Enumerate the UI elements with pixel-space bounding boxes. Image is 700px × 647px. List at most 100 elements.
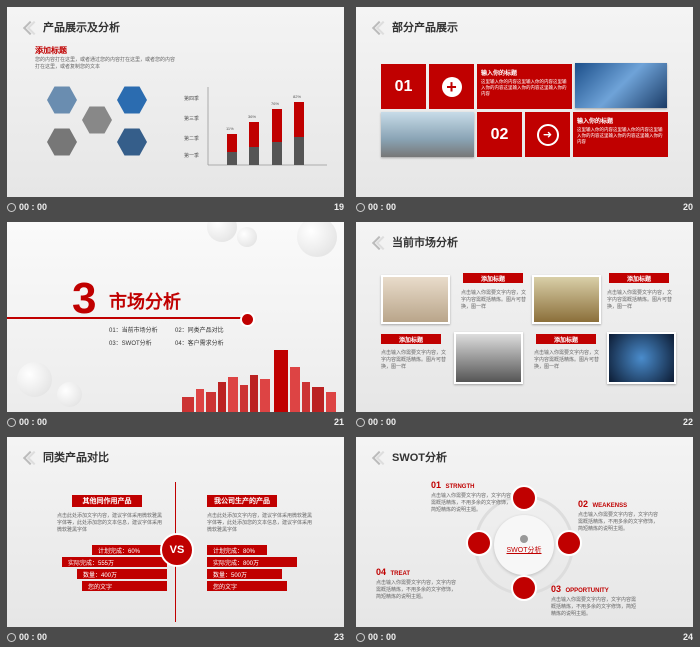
slide-22[interactable]: 当前市场分析 添加标题 点击输入你需要文字内容，文字内容需概括精炼。图片可替换，… bbox=[356, 222, 693, 412]
clock-icon bbox=[356, 632, 365, 642]
time-text: 00 : 00 bbox=[19, 202, 48, 212]
add-title-tag: 添加标题 bbox=[609, 273, 669, 283]
photo-chess bbox=[532, 275, 601, 324]
page-number: 24 bbox=[682, 632, 693, 642]
bar bbox=[249, 122, 259, 147]
slide-20[interactable]: 部分产品展示 01 + 输入你的标题 这里输入你的内容这里输入你的内容这里输入你… bbox=[356, 7, 693, 197]
bar bbox=[249, 147, 259, 165]
agenda-item[interactable]: 03：SWOT分析 bbox=[109, 341, 152, 347]
chevron-icon bbox=[370, 20, 384, 34]
box-desc: 这里输入你的内容这里输入你的内容这里输入你的内容这里输入你的内容这里输入你的内容 bbox=[481, 79, 567, 96]
chevron-icon bbox=[21, 20, 35, 34]
agenda-list: 01：当前市场分析 02：同类产品对比 03：SWOT分析 04：客户需求分析 bbox=[109, 325, 241, 347]
section-title: 市场分析 bbox=[109, 292, 181, 312]
threat-number: 04 bbox=[376, 567, 387, 577]
title-text: 同类产品对比 bbox=[43, 452, 109, 464]
opportunity-block: 03 OPPORTUNITY 点击输入你需要文字内容，文字内容需概括精炼，不用多… bbox=[551, 579, 636, 618]
add-title-tag: 添加标题 bbox=[381, 334, 441, 344]
bar bbox=[272, 142, 282, 165]
agenda-item[interactable]: 01：当前市场分析 bbox=[109, 328, 158, 334]
title-text: 部分产品展示 bbox=[392, 22, 458, 34]
swot-center: SWOT分析 bbox=[494, 515, 554, 575]
box-02: 02 bbox=[477, 112, 522, 157]
page-number: 19 bbox=[333, 202, 344, 212]
opportunity-label: OPPORTUNITY bbox=[565, 588, 609, 594]
axis-label: 第二季 bbox=[184, 135, 199, 142]
bar bbox=[294, 137, 304, 165]
page-number: 22 bbox=[682, 417, 693, 427]
bar bbox=[272, 109, 282, 142]
page-number: 23 bbox=[333, 632, 344, 642]
title-text: SWOT分析 bbox=[392, 452, 447, 464]
description: 您的内容打在这里，或者通过您的内容打在这里，或者您的内容打在这里，或者复制您的文… bbox=[35, 57, 176, 70]
slide-title: 同类产品对比 bbox=[21, 449, 109, 465]
person-icon bbox=[520, 535, 528, 543]
clock-icon bbox=[7, 202, 16, 212]
line-dot bbox=[240, 312, 255, 327]
threat-label: TREAT bbox=[390, 571, 411, 577]
weakness-label: WEAKENSS bbox=[592, 503, 628, 509]
page-number: 21 bbox=[333, 417, 344, 427]
svg-text:36%: 36% bbox=[248, 114, 256, 119]
box-desc: 这里输入你的内容这里输入你的内容这里输入你的内容这里输入你的内容这里输入你的内容 bbox=[577, 127, 663, 144]
slide-23[interactable]: 同类产品对比 其他同作用产品 点击此处添加文字内容，建议字体采用微软雅黑字体等，… bbox=[7, 437, 344, 627]
photo-city bbox=[381, 112, 474, 157]
footer-22: 00 : 00 22 bbox=[356, 414, 693, 430]
photo-hex bbox=[82, 106, 112, 134]
bar bbox=[227, 152, 237, 165]
strength-label: STRNGTH bbox=[445, 484, 475, 490]
text-box-1: 输入你的标题 这里输入你的内容这里输入你的内容这里输入你的内容这里输入你的内容这… bbox=[477, 64, 572, 109]
weakness-block: 02 WEAKENSS 点击输入你需要文字内容，文字内容需概括精炼，不用多余的文… bbox=[578, 494, 658, 533]
clock-icon bbox=[7, 417, 16, 427]
divider-line bbox=[7, 317, 244, 319]
bubble bbox=[297, 222, 337, 257]
photo-hex bbox=[47, 128, 77, 156]
left-bar: 您的文字 bbox=[82, 581, 167, 591]
time-text: 00 : 00 bbox=[19, 417, 48, 427]
bar-chart: 第四季 第三季 第二季 第一季 11% 36% 76% 82% bbox=[184, 87, 327, 166]
chevron-icon bbox=[370, 450, 384, 464]
vs-badge: VS bbox=[160, 533, 194, 567]
opportunity-node bbox=[511, 575, 537, 601]
agenda-item[interactable]: 04：客户需求分析 bbox=[175, 341, 224, 347]
strength-node bbox=[511, 485, 537, 511]
slide-24[interactable]: SWOT分析 SWOT分析 01 STRNGTH 点击输入你需要文字内容，文字内… bbox=[356, 437, 693, 627]
bubble bbox=[237, 227, 257, 247]
bubble bbox=[207, 222, 237, 242]
right-bar: 数量：500万 bbox=[207, 569, 282, 579]
weakness-node bbox=[556, 530, 582, 556]
slide-title: 产品展示及分析 bbox=[21, 19, 120, 35]
left-heading: 其他同作用产品 bbox=[72, 495, 142, 507]
opportunity-text: 点击输入你需要文字内容，文字内容需概括精炼，不用多余的文字修饰，简短精炼的说明主… bbox=[551, 597, 637, 617]
time-text: 00 : 00 bbox=[368, 202, 397, 212]
box-title: 输入你的标题 bbox=[481, 71, 518, 77]
box-01: 01 bbox=[381, 64, 426, 109]
slide-21[interactable]: 3 市场分析 01：当前市场分析 02：同类产品对比 03：SWOT分析 04：… bbox=[7, 222, 344, 412]
axis-label: 第四季 bbox=[184, 95, 199, 102]
threat-text: 点击输入你需要文字内容，文字内容需概括精炼，不用多余的文字修饰，简短精炼的说明主… bbox=[376, 580, 457, 600]
axis-label: 第三季 bbox=[184, 115, 199, 122]
plus-icon: + bbox=[441, 76, 462, 97]
left-text: 点击此处添加文字内容，建议字体采用微软雅黑字体等，此处添加您的文本信息，建议字体… bbox=[57, 513, 163, 533]
agenda-item[interactable]: 02：同类产品对比 bbox=[175, 328, 224, 334]
weakness-text: 点击输入你需要文字内容，文字内容需概括精炼，不用多余的文字修饰，简短精炼的说明主… bbox=[578, 512, 659, 532]
photo-hex bbox=[117, 128, 147, 156]
photo-hex bbox=[47, 86, 77, 114]
threat-node bbox=[466, 530, 492, 556]
svg-text:76%: 76% bbox=[271, 101, 279, 106]
slide-19[interactable]: 产品展示及分析 添加标题 您的内容打在这里，或者通过您的内容打在这里，或者您的内… bbox=[7, 7, 344, 197]
photo-hex bbox=[117, 86, 147, 114]
right-bar: 计划完成：80% bbox=[207, 545, 267, 555]
right-text: 点击此处添加文字内容，建议字体采用微软雅黑字体等，此处添加您的文本信息，建议字体… bbox=[207, 513, 313, 533]
clock-icon bbox=[356, 202, 365, 212]
slide-title: 当前市场分析 bbox=[370, 234, 458, 250]
body-text: 点击输入你需要文字内容，文字内容需概括精炼。图片可替换，图一样 bbox=[534, 350, 600, 370]
add-title-tag: 添加标题 bbox=[536, 334, 596, 344]
clock-icon bbox=[356, 417, 365, 427]
slide-title: SWOT分析 bbox=[370, 449, 447, 465]
arrow-right-icon: ➜ bbox=[536, 123, 559, 146]
page-number: 20 bbox=[682, 202, 693, 212]
time-text: 00 : 00 bbox=[368, 632, 397, 642]
svg-text:82%: 82% bbox=[293, 94, 301, 99]
right-bar: 实际完成：800万 bbox=[207, 557, 297, 567]
